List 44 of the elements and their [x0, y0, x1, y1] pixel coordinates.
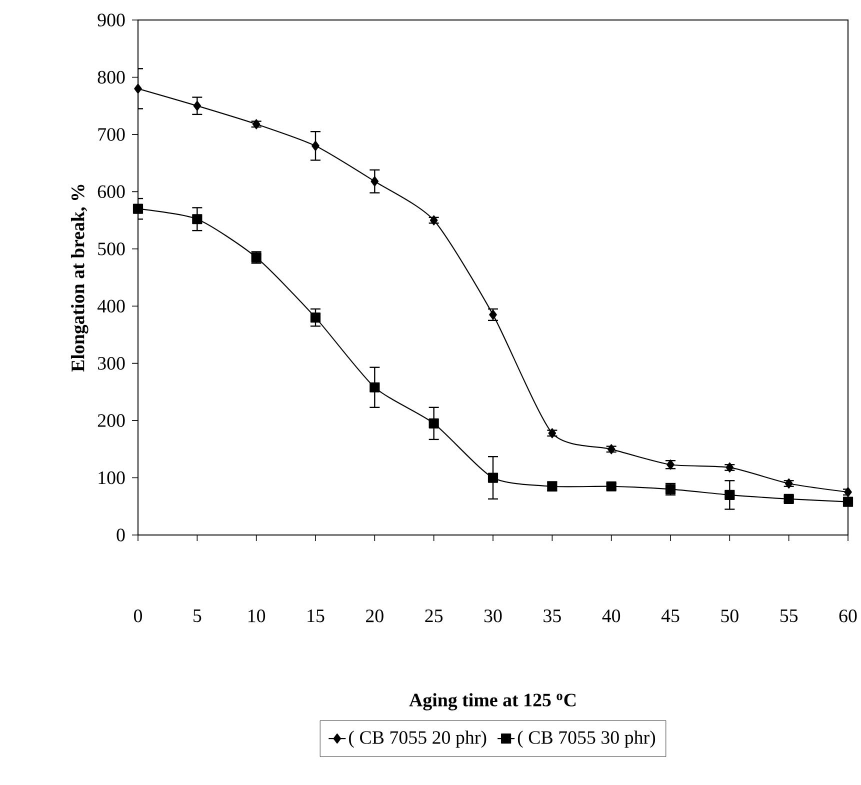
x-tick-label: 10 [248, 610, 266, 622]
y-tick-label: 400 [97, 300, 125, 313]
legend-label: ( CB 7055 30 phr) [518, 730, 656, 748]
y-tick-label: 600 [98, 185, 125, 198]
point [370, 382, 380, 392]
point [310, 312, 321, 323]
y-tick-label: 900 [98, 14, 125, 26]
point [192, 214, 202, 224]
y-axis-title: Elongation at break, % [70, 184, 88, 372]
point [724, 490, 735, 500]
x-axis-title: Aging time at 125 $^{o}$C [409, 693, 576, 710]
x-tick-label: 15 [308, 610, 324, 622]
y-tick-label: 0 [116, 528, 125, 542]
point [784, 494, 794, 504]
x-tick-label: 55 [780, 610, 798, 622]
x-tick-label: 40 [602, 610, 620, 622]
y-tick-label: 500 [98, 242, 125, 256]
legend-label: ( CB 7055 20 phr) [349, 730, 486, 748]
y-tick-label: 300 [98, 356, 125, 370]
point [666, 460, 674, 470]
point [193, 100, 202, 111]
point [844, 487, 852, 498]
point [726, 462, 734, 473]
x-tick-label: 60 [839, 610, 857, 622]
point [132, 204, 144, 214]
x-tick-label: 35 [544, 610, 561, 622]
x-tick-label: 0 [134, 610, 142, 622]
y-tick-label: 800 [98, 70, 125, 84]
x-tick-label: 25 [425, 610, 443, 622]
x-tick-label: 50 [721, 610, 738, 622]
x-tick-label: 5 [194, 610, 202, 622]
point [134, 84, 142, 94]
point [312, 140, 320, 151]
x-tick-label: 20 [366, 610, 384, 622]
y-tick-label: 700 [98, 128, 125, 141]
point [428, 418, 439, 428]
y-tick-label: 200 [98, 414, 125, 427]
point [842, 496, 854, 507]
x-tick-label: 45 [661, 610, 680, 622]
x-tick-label: 30 [484, 610, 502, 622]
point [488, 472, 498, 483]
point [370, 176, 379, 186]
point [784, 478, 793, 489]
y-tick-label: 100 [98, 471, 125, 484]
